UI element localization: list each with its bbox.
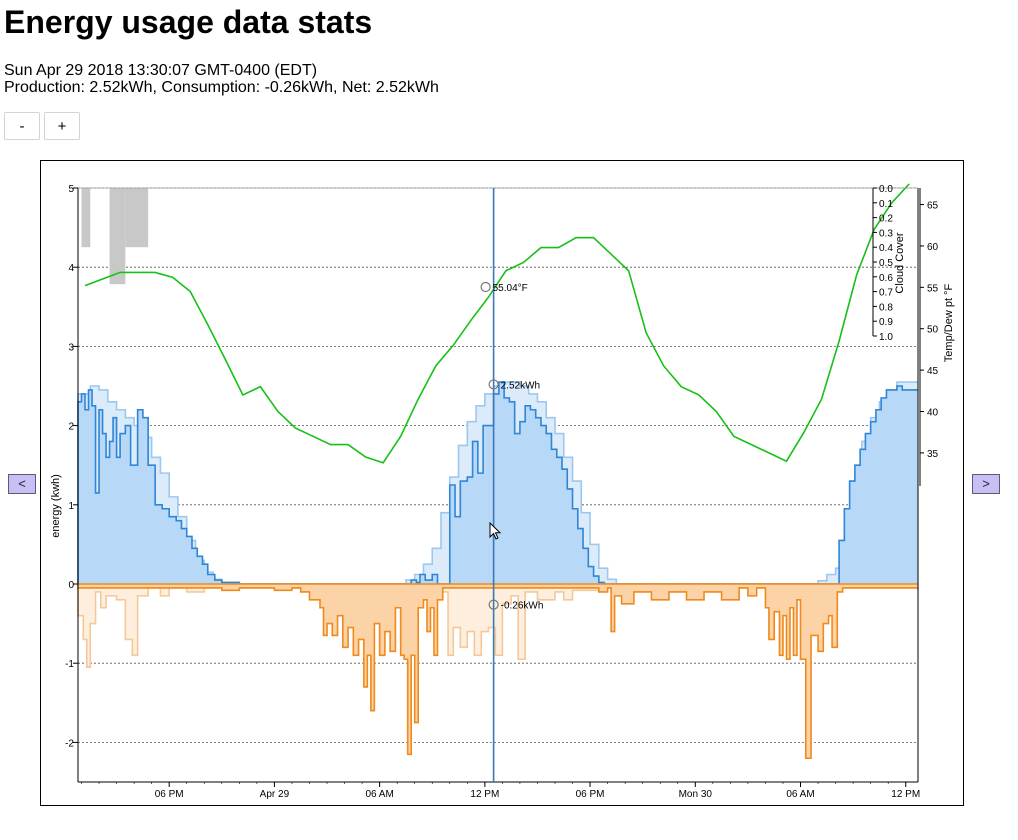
y-tick-label: 5 xyxy=(68,184,74,195)
temperature-line xyxy=(84,183,910,464)
cursor-temp-label: 55.04°F xyxy=(493,283,528,294)
temp-tick-label: 55 xyxy=(927,283,939,294)
consumption-series xyxy=(77,584,918,760)
temp-tick-label: 45 xyxy=(927,366,939,377)
y-tick-label: 2 xyxy=(68,422,74,433)
temp-tick-label: 50 xyxy=(927,325,939,336)
cloud-tick-label: 0.0 xyxy=(879,184,893,195)
consumption-line xyxy=(77,584,918,760)
cloud-tick-label: 0.2 xyxy=(879,214,893,225)
x-tick-label: 06 AM xyxy=(786,789,814,800)
consumption-trend-series xyxy=(77,584,919,668)
zoom-out-button[interactable]: - xyxy=(4,112,40,140)
y-tick-label: 4 xyxy=(68,263,74,274)
production-series xyxy=(77,381,918,585)
cursor-consumption-marker xyxy=(488,599,499,610)
y-tick-label: -2 xyxy=(65,738,74,749)
cloud-tick-label: 0.1 xyxy=(879,199,893,210)
consumption-trend-line xyxy=(77,584,919,668)
timestamp: Sun Apr 29 2018 13:30:07 GMT-0400 (EDT) xyxy=(4,62,318,79)
cloud-tick-label: 0.9 xyxy=(879,317,893,328)
x-tick-label: Apr 29 xyxy=(260,789,290,800)
cursor-temp-marker xyxy=(480,281,491,293)
temp-tick-label: 35 xyxy=(927,449,939,460)
production-area xyxy=(78,382,918,584)
previous-period-button[interactable]: < xyxy=(8,474,36,494)
cloud-tick-label: 0.6 xyxy=(879,273,893,284)
x-tick-label: 06 PM xyxy=(155,789,184,800)
y-tick-label: 1 xyxy=(68,501,74,512)
temp-tick-label: 60 xyxy=(927,242,939,253)
y-tick-label: -1 xyxy=(65,659,74,670)
next-period-button[interactable]: > xyxy=(972,474,1000,494)
y-tick-label: 0 xyxy=(68,580,74,591)
y-axis-label-cloud-cover: Cloud Cover xyxy=(894,232,906,293)
temperature-series xyxy=(84,183,910,464)
y-axis-label-energy: energy (kwh) xyxy=(50,474,62,538)
x-tick-label: 06 AM xyxy=(365,789,393,800)
cloud-cover-bars xyxy=(81,188,149,285)
cloud-tick-label: 0.8 xyxy=(879,302,893,313)
cloud-cover-bar xyxy=(125,188,149,248)
hover-cursor: 55.04°F 2.52kWh -0.26kWh xyxy=(480,188,544,782)
cloud-tick-label: 0.3 xyxy=(879,228,893,239)
x-tick-label: 12 PM xyxy=(470,789,499,800)
cursor-production-label: 2.52kWh xyxy=(501,380,540,391)
cloud-tick-label: 0.7 xyxy=(879,288,893,299)
cloud-cover-bar xyxy=(109,188,126,285)
x-tick-label: 06 PM xyxy=(576,789,605,800)
consumption-area xyxy=(78,584,918,759)
cloud-tick-label: 1.0 xyxy=(879,332,893,343)
page-title: Energy usage data stats xyxy=(4,4,373,40)
x-tick-label: 12 PM xyxy=(891,789,920,800)
x-tick-label: Mon 30 xyxy=(679,789,713,800)
temp-tick-label: 65 xyxy=(927,201,939,212)
energy-summary: Production: 2.52kWh, Consumption: -0.26k… xyxy=(4,79,439,96)
cursor-production-marker xyxy=(488,379,499,390)
consumption-trend-area xyxy=(78,584,918,668)
temp-tick-label: 40 xyxy=(927,408,939,419)
cloud-tick-label: 0.5 xyxy=(879,258,893,269)
cloud-tick-label: 0.4 xyxy=(879,243,893,254)
y-axis-label-temperature: Temp/Dew pt °F xyxy=(943,284,955,363)
y-tick-label: 3 xyxy=(68,342,74,353)
chart-frame: -2 -1 0 1 2 3 4 5 06 PM Apr 29 06 AM 12 PM 06 PM Mon … xyxy=(40,160,964,806)
zoom-in-button[interactable]: + xyxy=(44,112,80,140)
production-trend-line xyxy=(77,381,918,585)
cursor-consumption-label: -0.26kWh xyxy=(501,601,544,612)
mouse-pointer-icon xyxy=(489,521,502,540)
cloud-cover-bar xyxy=(81,188,91,248)
